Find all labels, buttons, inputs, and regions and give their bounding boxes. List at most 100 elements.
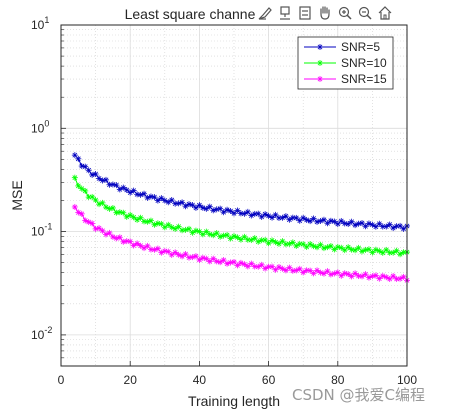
data-point	[192, 253, 199, 260]
data-point	[362, 223, 369, 230]
data-point	[345, 221, 352, 228]
data-point	[241, 261, 248, 268]
data-point	[317, 76, 323, 82]
data-point	[196, 228, 203, 235]
data-point	[220, 257, 227, 264]
data-point	[168, 197, 175, 204]
data-point	[192, 227, 199, 234]
pan-hand-icon[interactable]	[316, 4, 334, 22]
data-point	[154, 245, 161, 252]
data-point	[331, 246, 338, 253]
data-point	[338, 217, 345, 224]
data-point	[116, 234, 123, 241]
data-point	[137, 242, 144, 249]
data-point	[179, 199, 186, 206]
data-point	[244, 263, 251, 270]
data-point	[158, 195, 165, 202]
ticks	[60, 24, 408, 366]
data-point	[210, 255, 217, 262]
data-point	[265, 240, 272, 247]
x-tick-label: 0	[58, 373, 65, 387]
data-point	[186, 201, 193, 208]
data-point	[168, 251, 175, 258]
data-point	[141, 190, 148, 197]
watermark: CSDN @我爱C编程	[292, 386, 426, 404]
data-point	[89, 220, 96, 227]
data-point	[338, 244, 345, 251]
data-tip-icon[interactable]	[276, 4, 294, 22]
data-point	[106, 205, 113, 212]
legend-icon[interactable]	[296, 4, 314, 22]
data-point	[300, 269, 307, 276]
data-point	[130, 214, 137, 221]
data-point	[314, 267, 321, 274]
data-point	[293, 242, 300, 249]
data-point	[85, 167, 92, 174]
data-point	[376, 247, 383, 254]
data-point	[196, 256, 203, 263]
data-point	[307, 218, 314, 225]
data-point	[383, 274, 390, 281]
data-point	[213, 258, 220, 265]
data-point	[82, 163, 89, 170]
data-point	[165, 199, 172, 206]
series-2	[71, 174, 410, 258]
zoom-out-icon[interactable]	[356, 4, 374, 22]
data-point	[376, 275, 383, 282]
data-point	[82, 187, 89, 194]
tick-labels: 0 20 40 60 80 100 10-2 10-1 100 101	[31, 15, 417, 387]
data-point	[220, 209, 227, 216]
legend-entry: SNR=5	[304, 40, 380, 54]
data-point	[144, 242, 151, 249]
data-point	[175, 223, 182, 230]
y-tick-label: 100	[31, 118, 49, 135]
data-point	[345, 271, 352, 278]
x-tick-label: 20	[124, 373, 138, 387]
chart-title: Least square channe	[125, 6, 256, 22]
data-point	[179, 253, 186, 260]
data-point	[300, 241, 307, 248]
data-point	[217, 259, 224, 266]
legend[interactable]: SNR=5 SNR=10 SNR=15	[297, 36, 394, 90]
data-point	[227, 235, 234, 242]
data-point	[352, 270, 359, 277]
data-point	[203, 205, 210, 212]
data-point	[293, 214, 300, 221]
x-tick-label: 80	[331, 373, 345, 387]
data-point	[241, 210, 248, 217]
home-icon[interactable]	[376, 4, 394, 22]
data-point	[282, 267, 289, 274]
x-tick-label: 60	[262, 373, 276, 387]
y-tick-label: 10-2	[31, 325, 52, 342]
data-point	[352, 247, 359, 254]
data-point	[324, 220, 331, 227]
data-point	[334, 243, 341, 250]
zoom-in-icon[interactable]	[336, 4, 354, 22]
series-1	[71, 152, 410, 232]
y-axis-label: MSE	[9, 180, 25, 210]
data-point	[289, 239, 296, 246]
y-tick-label: 101	[31, 15, 49, 32]
data-point	[327, 242, 334, 249]
data-point	[71, 174, 78, 181]
data-point	[189, 229, 196, 236]
data-point	[92, 171, 99, 178]
data-point	[210, 232, 217, 239]
data-point	[92, 197, 99, 204]
legend-label: SNR=10	[341, 56, 387, 70]
data-point	[75, 182, 82, 189]
data-point	[134, 216, 141, 223]
data-point	[102, 176, 109, 183]
data-point	[199, 231, 206, 238]
data-point	[296, 265, 303, 272]
data-point	[192, 204, 199, 211]
data-point	[92, 225, 99, 232]
data-point	[307, 267, 314, 274]
data-point	[376, 220, 383, 227]
data-point	[106, 229, 113, 236]
data-point	[161, 224, 168, 231]
data-point	[196, 202, 203, 209]
brush-icon[interactable]	[256, 4, 274, 22]
data-point	[189, 202, 196, 209]
